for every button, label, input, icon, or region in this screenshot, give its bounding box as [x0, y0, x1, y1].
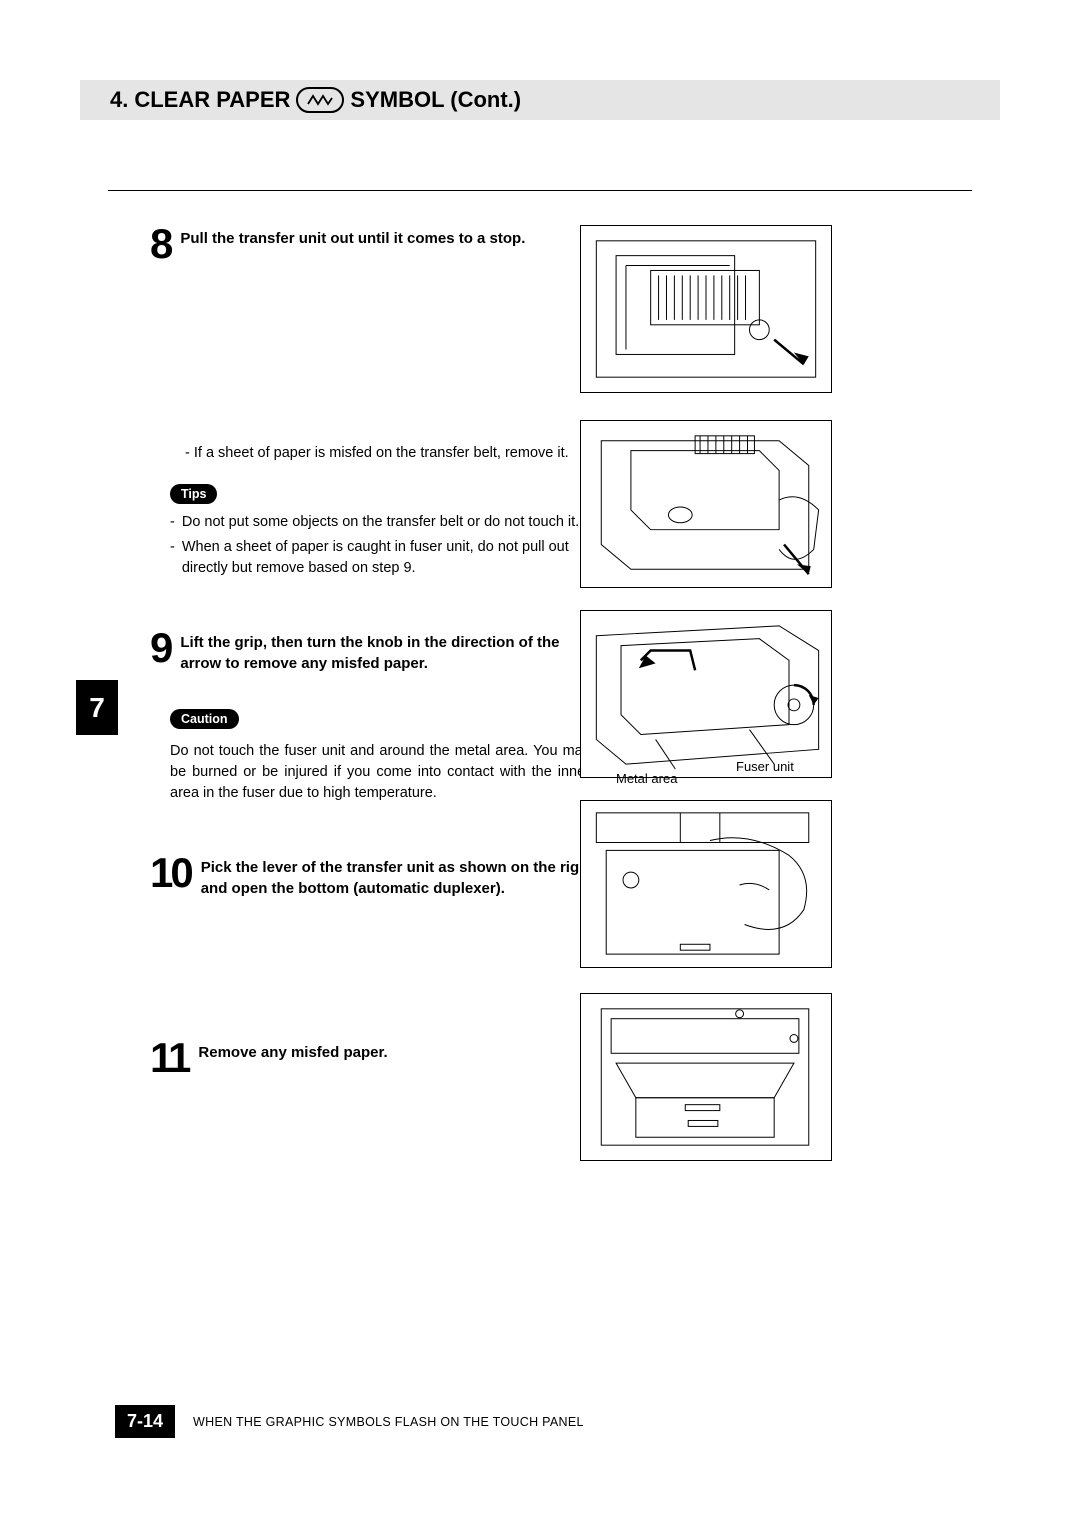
- caution-badge: Caution: [170, 709, 239, 729]
- step-number: 11: [150, 1039, 188, 1077]
- step-number: 10: [150, 854, 191, 899]
- tips-list: -Do not put some objects on the transfer…: [170, 512, 590, 579]
- caution-text: Do not touch the fuser unit and around t…: [170, 741, 590, 804]
- chapter-number: 7: [89, 692, 105, 724]
- label-fuser-unit: Fuser unit: [736, 759, 794, 774]
- figure-fuser-knob: Fuser unit Metal area: [580, 610, 832, 778]
- step-text: Pick the lever of the transfer unit as s…: [201, 857, 601, 899]
- section-title-left: CLEAR PAPER: [134, 87, 290, 113]
- chapter-tab: 7: [76, 680, 118, 735]
- step-number: 9: [150, 629, 170, 674]
- figure-transfer-belt: [580, 420, 832, 588]
- figure-step-8: [580, 225, 832, 393]
- page-footer: 7-14 WHEN THE GRAPHIC SYMBOLS FLASH ON T…: [115, 1405, 584, 1438]
- label-metal-area: Metal area: [616, 771, 677, 786]
- tip-item: When a sheet of paper is caught in fuser…: [182, 537, 590, 579]
- section-number: 4.: [110, 87, 128, 113]
- step-number: 8: [150, 225, 170, 263]
- footer-chapter-title: WHEN THE GRAPHIC SYMBOLS FLASH ON THE TO…: [193, 1415, 584, 1429]
- figure-remove-paper: [580, 993, 832, 1161]
- section-title-right: SYMBOL (Cont.): [350, 87, 521, 113]
- page-number: 7-14: [115, 1405, 175, 1438]
- figure-open-duplexer: [580, 800, 832, 968]
- step-text: Lift the grip, then turn the knob in the…: [180, 632, 595, 674]
- tip-item: Do not put some objects on the transfer …: [182, 512, 579, 533]
- tips-badge: Tips: [170, 484, 217, 504]
- paper-jam-icon: [296, 87, 344, 113]
- header-divider: [108, 190, 972, 191]
- section-header: 4. CLEAR PAPER SYMBOL (Cont.): [80, 80, 1000, 120]
